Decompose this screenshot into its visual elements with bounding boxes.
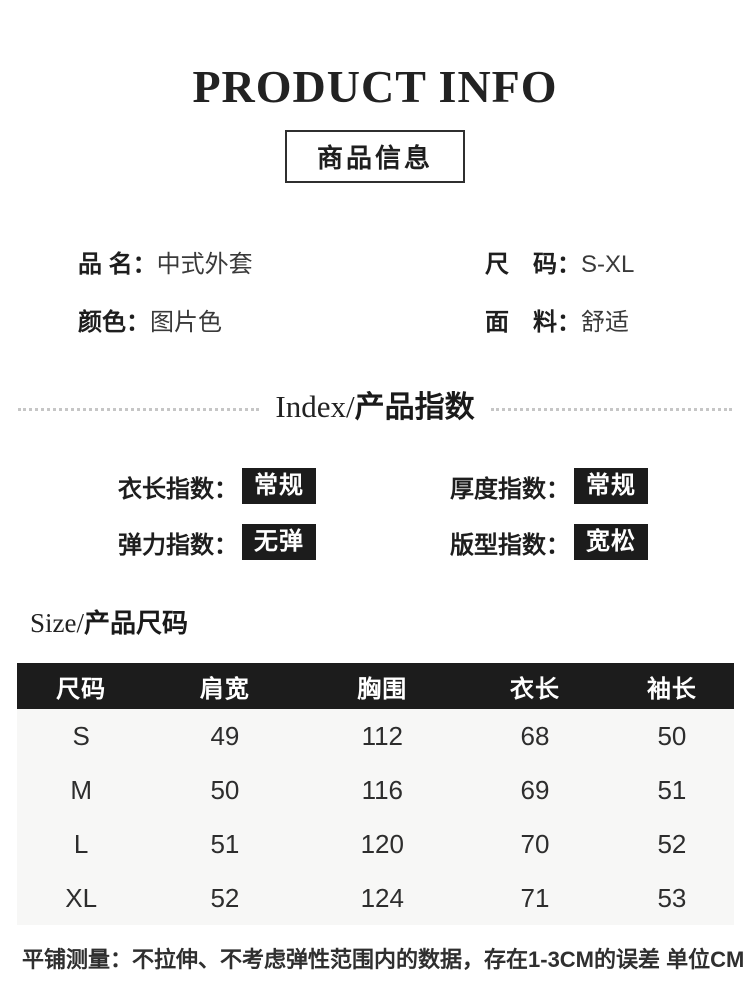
index-item-badge: 无弹 (242, 524, 316, 560)
index-item-elasticity: 弹力指数： 无弹 (118, 524, 450, 560)
table-row-l: L 51 120 70 52 (17, 817, 734, 871)
table-row-m: M 50 116 69 51 (17, 763, 734, 817)
cell-length: 69 (520, 774, 550, 805)
detail-item-name: 品 名：中式外套 (78, 251, 485, 279)
detail-label: 颜色： (78, 309, 150, 336)
cell-shoulder: 52 (210, 882, 240, 913)
cell-shoulder: 49 (210, 720, 240, 751)
index-item-label: 衣长指数： (118, 475, 238, 503)
cell-sleeve: 50 (657, 720, 687, 751)
table-row-s: S 49 112 68 50 (17, 709, 734, 763)
cell-sleeve: 52 (657, 828, 687, 859)
cell-bust: 124 (360, 882, 404, 913)
cell-bust: 116 (361, 774, 404, 805)
detail-item-size: 尺 码：S-XL (485, 251, 750, 279)
detail-value: 图片色 (150, 309, 222, 336)
size-table-body: S 49 112 68 50 M 50 116 69 51 L 51 120 7… (17, 709, 734, 925)
index-items: 衣长指数： 常规 厚度指数： 常规 弹力指数： 无弹 版型指数： 宽松 (0, 468, 750, 560)
cell-size: S (72, 720, 90, 751)
index-item-label: 弹力指数： (118, 531, 238, 559)
cell-length: 68 (520, 720, 550, 751)
cell-size: L (73, 828, 89, 859)
subtitle-box: 商品信息 (284, 130, 465, 183)
index-item-fit: 版型指数： 宽松 (450, 524, 750, 560)
product-details: 品 名：中式外套 尺 码：S-XL 颜色：图片色 面 料：舒适 (0, 251, 750, 337)
index-section-title: Index/产品指数 (275, 389, 474, 430)
cell-size: M (70, 774, 92, 805)
size-table: 尺码 肩宽 胸围 衣长 袖长 S 49 112 68 50 M 50 116 6… (17, 663, 734, 925)
index-title-zh: 产品指数 (354, 391, 475, 424)
index-section-header: Index/产品指数 (0, 389, 750, 430)
detail-value: 舒适 (581, 309, 629, 336)
cell-shoulder: 50 (210, 774, 240, 805)
cell-length: 71 (520, 882, 550, 913)
cell-bust: 112 (361, 720, 404, 751)
index-title-en: Index/ (275, 389, 355, 424)
cell-sleeve: 53 (657, 882, 687, 913)
detail-label: 品 名： (78, 251, 157, 278)
index-divider-left (18, 408, 260, 411)
size-table-header-row: 尺码 肩宽 胸围 衣长 袖长 (17, 663, 734, 709)
cell-size: XL (65, 882, 98, 913)
header-cell-sleeve: 袖长 (646, 675, 697, 703)
index-item-length: 衣长指数： 常规 (118, 468, 450, 504)
size-section-title: Size/产品尺码 (0, 608, 750, 643)
detail-label: 尺 码： (485, 251, 581, 278)
cell-shoulder: 51 (210, 828, 240, 859)
page-title: PRODUCT INFO (192, 61, 558, 112)
index-divider-right (490, 408, 733, 411)
detail-value: 中式外套 (156, 251, 253, 278)
cell-bust: 120 (360, 828, 404, 859)
table-row-xl: XL 52 124 71 53 (17, 871, 734, 925)
subtitle-wrap: 商品信息 (0, 130, 750, 183)
size-title-zh: 产品尺码 (84, 608, 189, 638)
index-item-badge: 常规 (242, 468, 316, 504)
index-item-badge: 宽松 (574, 524, 648, 560)
index-item-label: 厚度指数： (450, 475, 570, 503)
header-cell-shoulder: 肩宽 (199, 675, 250, 703)
index-item-label: 版型指数： (450, 531, 570, 559)
index-item-badge: 常规 (574, 468, 648, 504)
index-item-thickness: 厚度指数： 常规 (450, 468, 750, 504)
cell-sleeve: 51 (657, 774, 687, 805)
detail-item-fabric: 面 料：舒适 (485, 309, 750, 337)
header-cell-size: 尺码 (56, 675, 107, 703)
detail-value: S-XL (581, 251, 635, 278)
header-cell-bust: 胸围 (357, 675, 408, 703)
detail-label: 面 料： (485, 309, 581, 336)
header-cell-length: 衣长 (510, 675, 560, 703)
measurement-footnote: 平铺测量：不拉伸、不考虑弹性范围内的数据，存在1-3CM的误差 单位CM (22, 947, 745, 972)
cell-length: 70 (520, 828, 550, 859)
size-title-en: Size/ (30, 608, 84, 638)
detail-item-color: 颜色：图片色 (78, 309, 485, 337)
